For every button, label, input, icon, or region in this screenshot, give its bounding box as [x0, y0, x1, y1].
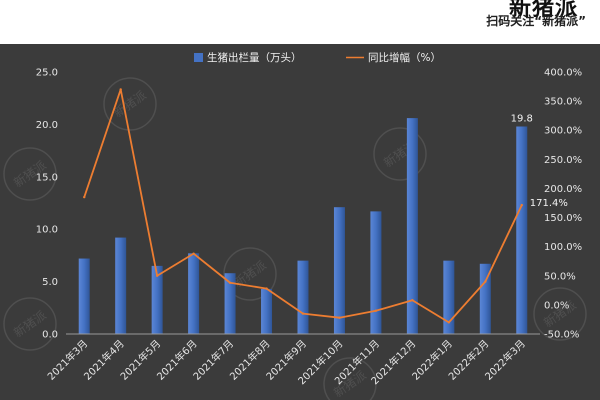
- right-tick-label: 350.0%: [544, 97, 582, 108]
- chart-legend: 生猪出栏量（万头） 同比增幅（%）: [194, 51, 441, 64]
- watermark-circle: [103, 77, 157, 131]
- watermark-circle: [3, 297, 57, 351]
- left-tick-label: 5.0: [42, 277, 58, 288]
- bar: [78, 258, 90, 334]
- watermark-circle: [3, 147, 57, 201]
- legend-swatch-bar: [194, 53, 203, 62]
- right-tick-label: -50.0%: [544, 330, 579, 341]
- right-axis: -50.0% 0.0% 50.0% 100.0% 150.0% 200.0% 250.0% 3…: [544, 68, 582, 341]
- line-point: [228, 281, 232, 284]
- data-label: 171.4%: [530, 198, 568, 209]
- line-point: [338, 316, 341, 319]
- bar: [297, 260, 309, 334]
- bar: [370, 211, 382, 334]
- right-tick-label: 200.0%: [544, 184, 582, 195]
- line-point: [265, 287, 268, 290]
- legend-label-line: 同比增幅（%）: [368, 51, 441, 64]
- line-point: [484, 280, 487, 283]
- left-tick-label: 10.0: [36, 225, 58, 236]
- header-title-fragment: 新猪派: [508, 0, 578, 21]
- line-point: [447, 321, 451, 324]
- line-point: [83, 195, 86, 199]
- watermark-circle: [323, 357, 377, 400]
- bar: [406, 118, 418, 334]
- right-tick-label: 400.0%: [544, 68, 582, 79]
- line-point: [192, 252, 195, 255]
- left-tick-label: 15.0: [36, 172, 58, 183]
- watermark-circle: [533, 287, 587, 341]
- page-header: 新猪派 扫码关注“新猪派”: [0, 0, 600, 42]
- left-tick-label: 25.0: [36, 68, 58, 79]
- line-point: [411, 299, 414, 302]
- bar: [188, 253, 200, 334]
- legend-label-bar: 生猪出栏量（万头）: [207, 51, 302, 64]
- left-axis: 0.0 5.0 10.0 15.0 20.0 25.0: [36, 68, 58, 341]
- right-tick-label: 50.0%: [544, 271, 576, 282]
- line-point: [155, 274, 159, 277]
- right-tick-label: 100.0%: [544, 242, 582, 253]
- bar: [443, 260, 455, 334]
- line-point: [374, 309, 378, 312]
- watermark-circle: [373, 127, 427, 181]
- left-tick-label: 0.0: [42, 330, 58, 341]
- right-tick-label: 150.0%: [544, 213, 582, 224]
- line-series: [83, 88, 523, 324]
- bar: [224, 273, 236, 334]
- line-point: [520, 203, 523, 207]
- bar: [151, 265, 163, 334]
- bar: [479, 263, 491, 334]
- left-tick-label: 20.0: [36, 120, 58, 131]
- right-tick-label: 250.0%: [544, 155, 582, 166]
- data-label: 19.8: [511, 113, 533, 124]
- bar: [516, 126, 528, 334]
- data-labels: 19.8 171.4%: [511, 113, 568, 209]
- line-point: [119, 88, 122, 91]
- right-tick-label: 300.0%: [544, 126, 582, 137]
- line-point: [301, 312, 305, 315]
- bar: [333, 207, 345, 334]
- bar: [115, 237, 127, 334]
- x-axis: 2021年3月2021年4月2021年5月2021年6月2021年7月2021年…: [45, 333, 540, 387]
- bar: [261, 288, 273, 334]
- bar-series: [78, 118, 528, 334]
- watermark-circle: [223, 247, 277, 301]
- scan-follow-text: 扫码关注“新猪派”: [486, 14, 586, 28]
- right-tick-label: 0.0%: [544, 300, 569, 311]
- chart-area: 新猪派 新猪派 新猪派 新猪派 新猪派 新猪派 新猪派 生猪出栏量（万头） 同比增幅（%） 0…: [0, 44, 600, 400]
